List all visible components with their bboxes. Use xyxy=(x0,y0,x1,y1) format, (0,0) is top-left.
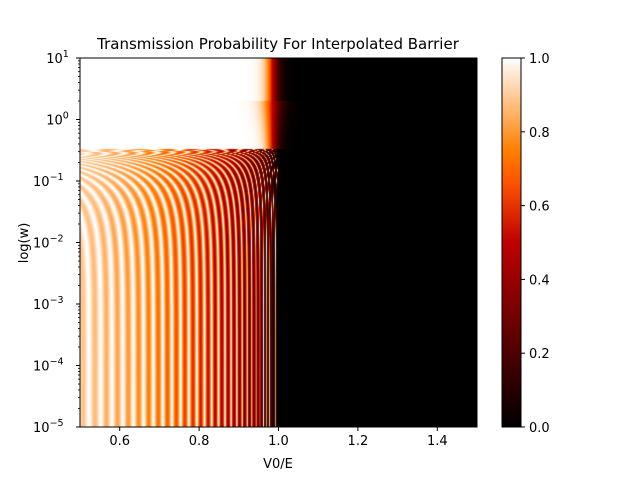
y-tick-label: 100 xyxy=(46,111,69,129)
colorbar-tick-label: 1.0 xyxy=(529,52,550,67)
y-tick-label: 10−2 xyxy=(33,234,64,252)
y-tick-label: 101 xyxy=(46,49,69,67)
y-tick-label: 10−3 xyxy=(33,295,64,313)
colorbar-tick-label: 0.8 xyxy=(529,126,550,141)
x-tick-label: 1.4 xyxy=(427,434,448,449)
colorbar-tick-label: 0.6 xyxy=(529,200,550,215)
y-tick-label: 10−1 xyxy=(33,172,64,190)
x-tick-label: 1.2 xyxy=(348,434,369,449)
heatmap-image xyxy=(80,58,477,427)
y-tick-label: 10−5 xyxy=(33,418,64,436)
y-axis: 10−5 10−4 10−3 10−2 10−1 100 101 xyxy=(33,49,80,436)
y-tick-label: 10−4 xyxy=(33,357,64,375)
colorbar-tick-label: 0.2 xyxy=(529,347,550,362)
y-axis-label: log(w) xyxy=(17,223,32,264)
colorbar-ticks: 0.0 0.2 0.4 0.6 0.8 1.0 xyxy=(521,52,550,436)
plot-area xyxy=(80,58,477,427)
x-tick-label: 0.6 xyxy=(109,434,130,449)
colorbar-tick-label: 0.4 xyxy=(529,273,550,288)
x-tick-label: 0.8 xyxy=(189,434,210,449)
x-axis: 0.6 0.8 1.0 1.2 1.4 xyxy=(109,427,448,449)
chart-title: Transmission Probability For Interpolate… xyxy=(96,35,460,53)
colorbar-tick-label: 0.0 xyxy=(529,421,550,436)
colorbar xyxy=(501,57,522,428)
x-axis-label: V0/E xyxy=(263,457,293,472)
x-tick-label: 1.0 xyxy=(268,434,289,449)
